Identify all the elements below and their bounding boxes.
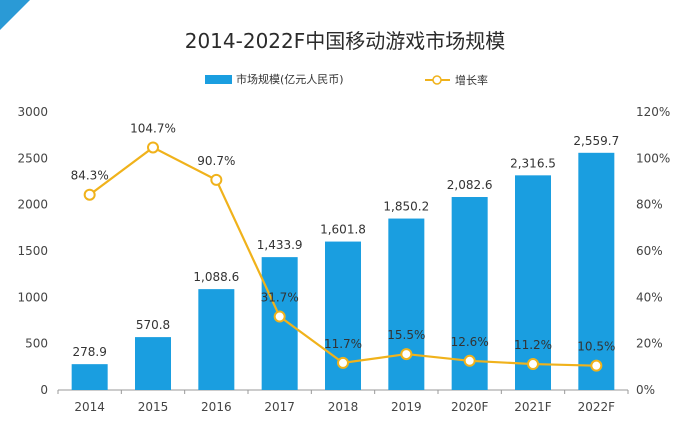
growth-point — [147, 141, 159, 154]
x-tick-label: 2021F — [514, 400, 552, 414]
bar-value-label: 1,433.9 — [257, 238, 303, 252]
bar — [261, 257, 298, 390]
y-left-tick-label: 2000 — [17, 198, 48, 212]
bar — [578, 152, 615, 390]
x-tick-label: 2017 — [264, 400, 295, 414]
bar-value-label: 2,559.7 — [573, 134, 619, 148]
x-tick-label: 2020F — [451, 400, 489, 414]
y-right-tick-label: 100% — [636, 151, 670, 165]
y-left-tick-label: 3000 — [17, 105, 48, 119]
growth-point — [400, 348, 413, 361]
y-right-tick-label: 60% — [636, 244, 663, 258]
growth-point — [210, 173, 223, 186]
y-left-tick-label: 1500 — [17, 244, 48, 258]
growth-point — [463, 354, 476, 367]
bar-value-label: 570.8 — [136, 318, 170, 332]
y-right-tick-label: 80% — [636, 198, 663, 212]
growth-value-label: 31.7% — [261, 291, 299, 305]
bar — [198, 289, 235, 390]
y-left-tick-label: 500 — [25, 337, 48, 351]
data-labels: 278.9 570.8 1,088.6 1,433.9 1,601.8 1,850.2 2,… — [71, 121, 620, 359]
legend: 市场规模(亿元人民币) 增长率 — [205, 72, 488, 87]
y-left-tick-label: 2500 — [17, 151, 48, 165]
growth-value-label: 10.5% — [577, 340, 615, 354]
bar-value-label: 1,601.8 — [320, 223, 366, 237]
x-tick-label: 2016 — [201, 400, 232, 414]
y-left-tick-label: 0 — [40, 383, 48, 397]
x-tick-label: 2022F — [578, 400, 616, 414]
x-tick-label: 2015 — [138, 400, 169, 414]
y-right-tick-label: 120% — [636, 105, 670, 119]
growth-value-label: 104.7% — [130, 121, 176, 135]
growth-value-label: 11.7% — [324, 337, 362, 351]
bar — [515, 175, 551, 390]
growth-value-label: 12.6% — [451, 335, 489, 349]
bar-value-label: 2,316.5 — [510, 156, 556, 170]
growth-point — [527, 358, 539, 371]
y-right-tick-label: 40% — [636, 290, 663, 304]
corner-accent-mark — [0, 0, 30, 30]
growth-value-label: 11.2% — [514, 338, 552, 352]
bar-value-label: 1,088.6 — [193, 270, 239, 284]
axes: 0 500 1000 1500 2000 2500 3000 0% 20% 40% 60% 80% 10… — [17, 105, 670, 414]
growth-point — [337, 356, 349, 369]
x-tick-label: 2018 — [328, 400, 359, 414]
growth-value-label: 15.5% — [387, 328, 425, 342]
bar — [388, 218, 425, 390]
legend-bar-label: 市场规模(亿元人民币) — [236, 72, 344, 86]
growth-point — [273, 310, 286, 323]
bar — [71, 364, 108, 390]
chart-title: 2014-2022F中国移动游戏市场规模 — [185, 29, 506, 53]
bar-value-label: 1,850.2 — [383, 200, 429, 214]
legend-bar-swatch — [205, 75, 232, 84]
growth-point — [590, 359, 603, 372]
growth-value-label: 84.3% — [71, 169, 109, 183]
growth-point — [83, 188, 96, 201]
growth-value-label: 90.7% — [197, 154, 235, 168]
legend-line-marker — [432, 75, 442, 85]
bar-series — [71, 152, 615, 390]
x-tick-label: 2019 — [391, 400, 422, 414]
growth-line-series — [83, 141, 603, 372]
x-tick-label: 2014 — [74, 400, 105, 414]
y-left-tick-label: 1000 — [17, 290, 48, 304]
bar — [135, 337, 171, 390]
y-right-tick-label: 0% — [636, 383, 655, 397]
y-right-tick-label: 20% — [636, 337, 663, 351]
bar-value-label: 2,082.6 — [447, 178, 493, 192]
legend-line-label: 增长率 — [455, 73, 488, 87]
bar-value-label: 278.9 — [72, 345, 106, 359]
